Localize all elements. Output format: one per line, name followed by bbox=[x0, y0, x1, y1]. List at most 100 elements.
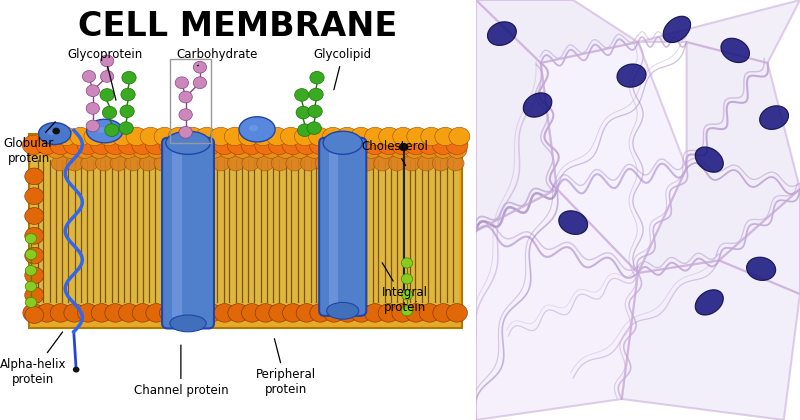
Circle shape bbox=[446, 135, 468, 155]
Circle shape bbox=[319, 142, 338, 158]
Bar bbox=[29, 134, 462, 328]
Ellipse shape bbox=[323, 131, 362, 155]
Circle shape bbox=[186, 135, 208, 155]
Circle shape bbox=[146, 304, 166, 322]
Circle shape bbox=[200, 135, 222, 155]
Circle shape bbox=[301, 156, 318, 171]
Circle shape bbox=[105, 304, 126, 322]
Circle shape bbox=[75, 142, 94, 158]
Circle shape bbox=[399, 143, 409, 151]
Circle shape bbox=[194, 77, 206, 89]
Circle shape bbox=[198, 156, 215, 171]
Circle shape bbox=[194, 61, 206, 73]
Ellipse shape bbox=[249, 125, 258, 131]
Ellipse shape bbox=[38, 123, 71, 144]
Text: Channel protein: Channel protein bbox=[134, 345, 228, 397]
Circle shape bbox=[269, 304, 290, 322]
Circle shape bbox=[173, 135, 194, 155]
Text: Cholesterol: Cholesterol bbox=[362, 141, 429, 165]
Circle shape bbox=[104, 135, 126, 155]
Circle shape bbox=[345, 156, 362, 171]
Circle shape bbox=[26, 249, 37, 260]
Circle shape bbox=[36, 135, 58, 155]
Circle shape bbox=[25, 168, 44, 185]
Circle shape bbox=[147, 142, 166, 158]
Circle shape bbox=[175, 77, 189, 89]
Circle shape bbox=[56, 127, 77, 146]
Circle shape bbox=[37, 304, 58, 322]
Circle shape bbox=[447, 156, 464, 171]
Circle shape bbox=[50, 135, 71, 155]
Circle shape bbox=[84, 127, 105, 146]
Circle shape bbox=[350, 135, 372, 155]
Circle shape bbox=[122, 71, 136, 84]
Circle shape bbox=[322, 127, 343, 146]
Circle shape bbox=[282, 304, 303, 322]
Circle shape bbox=[266, 127, 287, 146]
Circle shape bbox=[350, 127, 371, 146]
Circle shape bbox=[268, 135, 290, 155]
Circle shape bbox=[183, 156, 200, 171]
Circle shape bbox=[242, 304, 262, 322]
Circle shape bbox=[210, 127, 231, 146]
Circle shape bbox=[402, 274, 413, 284]
Circle shape bbox=[337, 304, 358, 322]
Circle shape bbox=[432, 156, 450, 171]
Circle shape bbox=[378, 304, 399, 322]
Circle shape bbox=[286, 156, 303, 171]
Circle shape bbox=[159, 135, 181, 155]
Circle shape bbox=[378, 127, 400, 146]
Circle shape bbox=[169, 156, 186, 171]
Polygon shape bbox=[719, 189, 800, 294]
Circle shape bbox=[449, 127, 470, 146]
Circle shape bbox=[298, 124, 312, 136]
Bar bbox=[171, 149, 182, 317]
Bar bbox=[31, 158, 459, 304]
Circle shape bbox=[362, 142, 381, 158]
Circle shape bbox=[310, 135, 331, 155]
Circle shape bbox=[214, 304, 235, 322]
Ellipse shape bbox=[166, 131, 210, 155]
Circle shape bbox=[86, 85, 99, 97]
Circle shape bbox=[187, 304, 208, 322]
Circle shape bbox=[330, 156, 347, 171]
Circle shape bbox=[98, 127, 119, 146]
Circle shape bbox=[257, 156, 274, 171]
Circle shape bbox=[262, 142, 281, 158]
Circle shape bbox=[252, 127, 274, 146]
Circle shape bbox=[448, 142, 467, 158]
Circle shape bbox=[26, 234, 37, 244]
Circle shape bbox=[176, 142, 194, 158]
Circle shape bbox=[254, 135, 277, 155]
Circle shape bbox=[227, 156, 244, 171]
Circle shape bbox=[433, 304, 454, 322]
Circle shape bbox=[405, 142, 424, 158]
Circle shape bbox=[25, 227, 44, 244]
Ellipse shape bbox=[760, 106, 789, 129]
Text: Glycolipid: Glycolipid bbox=[314, 48, 372, 90]
Circle shape bbox=[23, 304, 44, 322]
Circle shape bbox=[101, 71, 114, 82]
Polygon shape bbox=[476, 189, 638, 420]
Circle shape bbox=[95, 156, 113, 171]
Circle shape bbox=[26, 281, 37, 291]
Circle shape bbox=[104, 142, 123, 158]
Circle shape bbox=[25, 188, 44, 205]
Circle shape bbox=[307, 122, 322, 134]
Circle shape bbox=[402, 290, 413, 300]
Circle shape bbox=[296, 106, 310, 119]
Ellipse shape bbox=[663, 16, 690, 42]
Circle shape bbox=[42, 127, 63, 146]
Circle shape bbox=[365, 127, 386, 146]
Circle shape bbox=[100, 89, 114, 101]
Circle shape bbox=[118, 135, 140, 155]
Circle shape bbox=[86, 102, 99, 114]
Circle shape bbox=[247, 142, 266, 158]
Circle shape bbox=[50, 304, 71, 322]
Circle shape bbox=[119, 122, 134, 134]
Circle shape bbox=[204, 142, 223, 158]
Circle shape bbox=[46, 142, 66, 158]
Circle shape bbox=[213, 156, 230, 171]
Polygon shape bbox=[476, 0, 557, 231]
Circle shape bbox=[308, 105, 322, 118]
